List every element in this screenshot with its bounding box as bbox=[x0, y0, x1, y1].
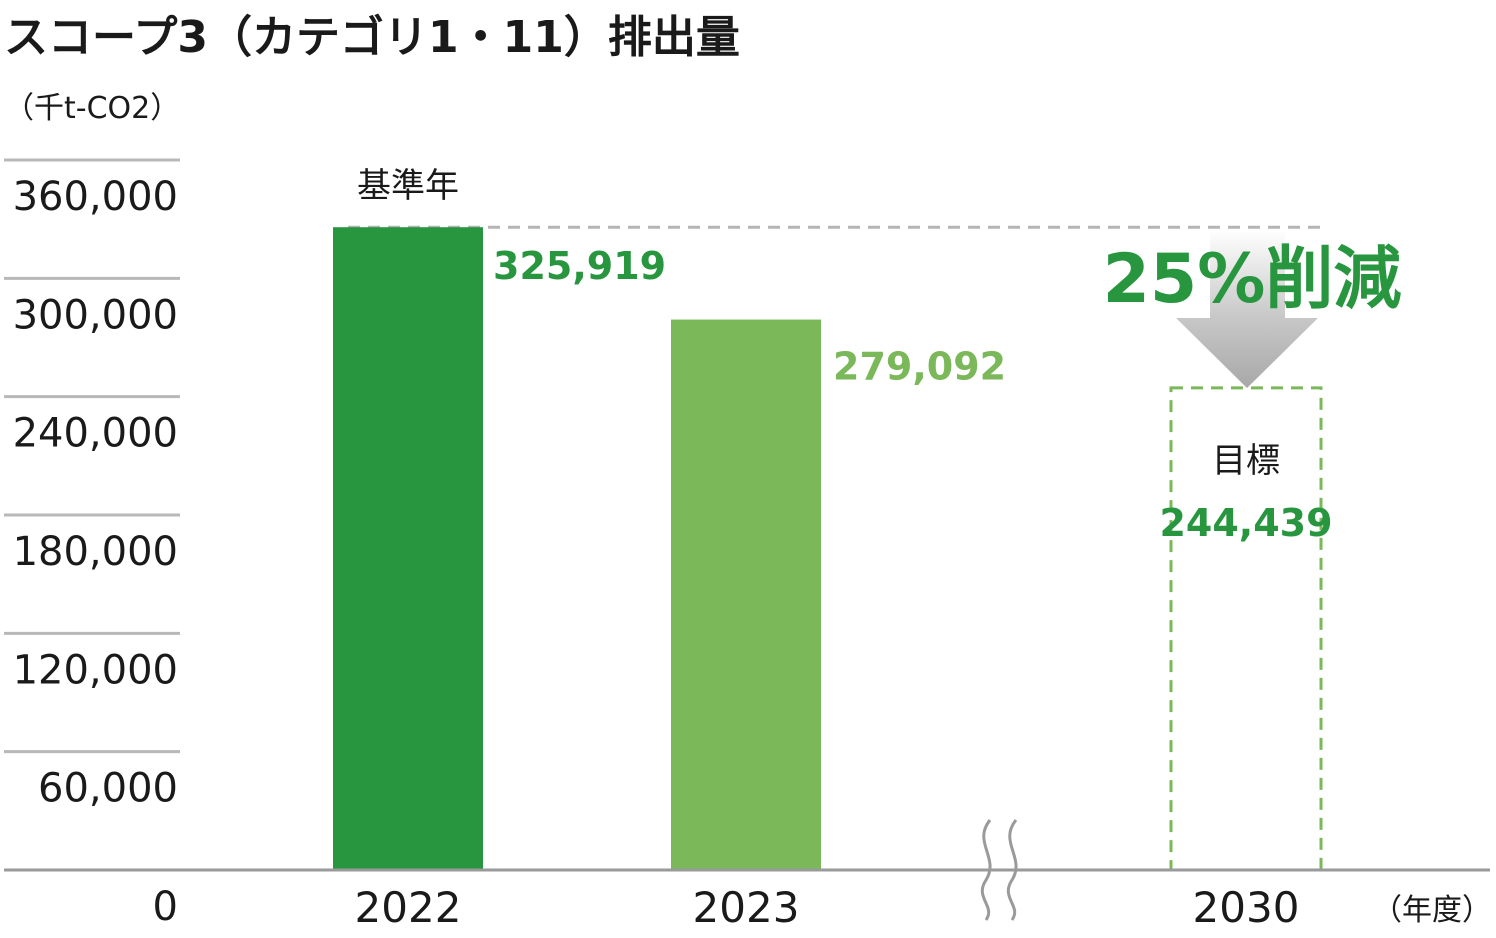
bars bbox=[333, 227, 1323, 872]
y-tick-0: 0 bbox=[153, 884, 178, 930]
y-axis-unit: （千t-CO2） bbox=[4, 91, 180, 126]
bar-2022 bbox=[333, 227, 483, 870]
value-label-2022: 325,919 bbox=[493, 244, 666, 288]
baseline-year-label: 基準年 bbox=[357, 166, 459, 206]
bar-2023 bbox=[671, 319, 821, 870]
y-tick-120000: 120,000 bbox=[13, 647, 178, 693]
value-label-2023: 279,092 bbox=[833, 345, 1006, 389]
y-tick-60000: 60,000 bbox=[38, 766, 178, 812]
y-tick-180000: 180,000 bbox=[13, 529, 178, 575]
axis-break-icon bbox=[980, 819, 1018, 921]
y-tick-240000: 240,000 bbox=[13, 411, 178, 457]
chart-title: スコープ3（カテゴリ1・11）排出量 bbox=[4, 12, 740, 63]
x-axis-unit: （年度） bbox=[1372, 893, 1492, 928]
reduction-arrow-icon bbox=[1176, 230, 1318, 388]
reduction-callout: 25%削減 bbox=[1103, 240, 1402, 319]
x-tick-2022: 2022 bbox=[355, 883, 462, 932]
x-tick-2023: 2023 bbox=[693, 883, 800, 932]
y-tick-300000: 300,000 bbox=[13, 292, 178, 338]
value-label-2030: 244,439 bbox=[1159, 501, 1332, 545]
grid-lines bbox=[4, 158, 180, 754]
x-tick-2030: 2030 bbox=[1193, 883, 1300, 932]
y-tick-labels: 0 60,000 120,000 180,000 240,000 300,000 360,0… bbox=[13, 174, 178, 930]
target-label: 目標 bbox=[1212, 441, 1280, 481]
y-tick-360000: 360,000 bbox=[13, 174, 178, 220]
